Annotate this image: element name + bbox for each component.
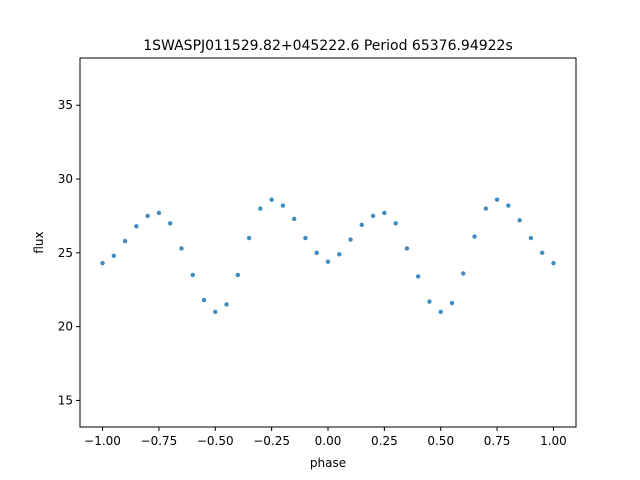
data-point [415, 274, 421, 279]
data-point [235, 272, 241, 278]
data-point [156, 210, 162, 216]
x-tick-label: 0.50 [427, 434, 454, 448]
data-point [348, 237, 353, 242]
data-point [517, 218, 522, 223]
x-tick-label: −0.50 [197, 434, 234, 448]
data-point [393, 221, 398, 226]
data-point [506, 203, 511, 208]
data-point [539, 250, 545, 256]
data-point [551, 260, 556, 266]
x-axis: −1.00 −0.75 −0.50 −0.25 0.00 0.25 0.50 0.75 1.00 [84, 427, 567, 448]
x-tick-label: −0.25 [253, 434, 290, 448]
data-point [303, 235, 308, 241]
data-point [134, 224, 139, 229]
x-tick-label: 1.00 [540, 434, 567, 448]
data-point [427, 299, 432, 304]
data-point [224, 302, 229, 307]
data-point [122, 238, 128, 244]
data-point [314, 250, 319, 256]
data-point [213, 309, 218, 315]
data-point [145, 213, 150, 219]
data-point [461, 271, 466, 276]
data-point [111, 253, 117, 258]
data-point [494, 197, 500, 202]
data-point [269, 197, 274, 202]
data-point [100, 260, 105, 266]
data-point [359, 222, 365, 227]
data-point [370, 213, 376, 219]
y-axis: 15 20 25 30 35 [58, 98, 80, 407]
y-tick-label: 15 [58, 393, 73, 407]
data-point [291, 216, 297, 222]
data-point [201, 297, 207, 303]
data-point [449, 300, 455, 306]
data-point [280, 203, 286, 208]
data-point [382, 210, 387, 216]
scatter-points [100, 197, 556, 315]
data-point [190, 272, 195, 278]
data-point [438, 309, 443, 315]
x-tick-label: 0.75 [484, 434, 511, 448]
data-point [179, 246, 184, 251]
data-point [167, 221, 173, 226]
data-point [472, 234, 477, 239]
x-tick-label: 0.00 [315, 434, 342, 448]
data-point [528, 235, 534, 241]
data-point [337, 252, 342, 257]
y-tick-label: 35 [58, 98, 73, 112]
data-point [246, 235, 252, 241]
x-tick-label: 0.25 [371, 434, 398, 448]
data-point [325, 259, 331, 264]
chart-title: 1SWASPJ011529.82+045222.6 Period 65376.9… [143, 38, 513, 54]
y-tick-label: 25 [58, 246, 73, 260]
x-tick-label: −0.75 [141, 434, 178, 448]
y-tick-label: 30 [58, 172, 73, 186]
y-axis-label: flux [32, 231, 46, 253]
x-tick-label: −1.00 [84, 434, 121, 448]
data-point [483, 206, 489, 211]
x-axis-label: phase [310, 456, 346, 470]
data-point [404, 246, 410, 251]
data-point [258, 206, 263, 211]
y-tick-label: 20 [58, 320, 73, 334]
